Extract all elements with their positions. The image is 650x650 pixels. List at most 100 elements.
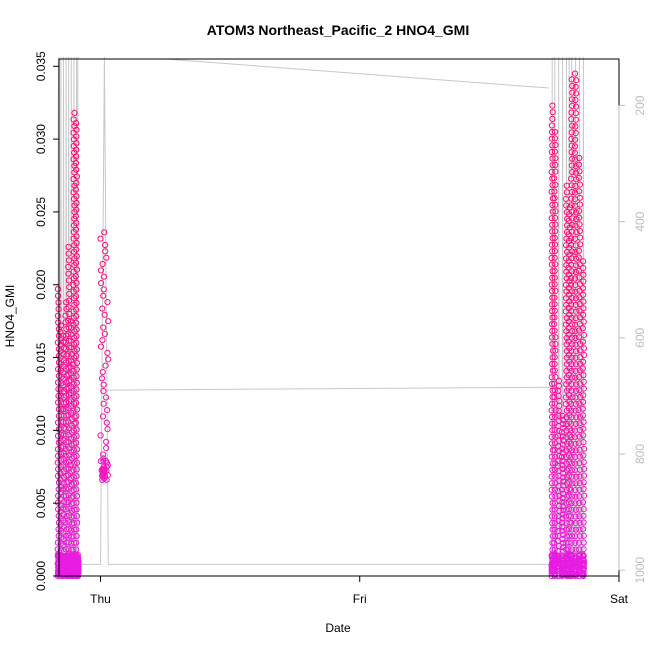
- data-point: [563, 447, 570, 454]
- data-point: [70, 275, 78, 282]
- data-point: [60, 511, 67, 518]
- data-point: [103, 445, 110, 452]
- data-point: [70, 546, 77, 553]
- data-point: [576, 551, 583, 558]
- data-point: [580, 445, 588, 452]
- data-point: [549, 307, 556, 315]
- data-point: [569, 122, 576, 129]
- data-point: [54, 432, 62, 439]
- data-point: [566, 278, 573, 285]
- data-point: [572, 381, 580, 388]
- data-point: [572, 189, 579, 196]
- data-point: [580, 526, 587, 533]
- data-point: [560, 507, 567, 514]
- data-point: [559, 466, 566, 473]
- data-point: [73, 353, 80, 360]
- data-point: [569, 248, 576, 255]
- data-point: [565, 499, 573, 506]
- data-point: [548, 168, 555, 175]
- data-point: [569, 321, 576, 328]
- data-point: [73, 286, 80, 293]
- data-point: [552, 161, 559, 169]
- data-point: [569, 208, 576, 215]
- data-point: [549, 413, 556, 421]
- data-point: [568, 407, 575, 414]
- data-point: [73, 346, 81, 353]
- data-point: [576, 519, 583, 527]
- data-point: [548, 473, 555, 480]
- data-point: [73, 359, 81, 366]
- data-point: [568, 76, 575, 83]
- data-point: [73, 233, 80, 240]
- data-point: [580, 298, 587, 305]
- data-point: [573, 77, 580, 84]
- data-point: [565, 325, 572, 332]
- data-point: [551, 254, 558, 261]
- data-point: [572, 394, 579, 401]
- data-point: [572, 130, 579, 137]
- data-point: [549, 235, 556, 242]
- data-point: [71, 460, 78, 467]
- data-point: [73, 120, 80, 127]
- data-point: [559, 412, 566, 419]
- data-point: [97, 235, 104, 242]
- data-point: [73, 199, 80, 207]
- data-point: [572, 268, 579, 275]
- data-point: [74, 564, 81, 571]
- data-point: [549, 360, 556, 368]
- y-tick-label: 0.020: [34, 269, 48, 299]
- data-point: [73, 386, 80, 393]
- data-point: [102, 248, 109, 255]
- data-point: [100, 387, 107, 395]
- data-point: [104, 426, 111, 433]
- data-point: [549, 506, 556, 513]
- data-point: [560, 470, 567, 477]
- data-point: [580, 479, 587, 486]
- data-point: [72, 479, 80, 486]
- data-point: [73, 193, 80, 200]
- data-point: [568, 440, 575, 447]
- data-point: [73, 466, 80, 473]
- data-point: [548, 486, 555, 493]
- data-point: [571, 275, 579, 282]
- data-point: [549, 221, 556, 228]
- data-point: [576, 433, 583, 440]
- data-point: [580, 311, 587, 319]
- data-point: [559, 527, 566, 534]
- data-point: [73, 486, 80, 493]
- data-point: [572, 163, 579, 170]
- data-point: [572, 513, 579, 520]
- data-point: [559, 490, 566, 497]
- data-point: [73, 326, 80, 333]
- data-point: [576, 486, 583, 493]
- data-point: [63, 466, 70, 473]
- data-point: [576, 367, 583, 374]
- data-point: [63, 392, 70, 399]
- data-point: [572, 401, 579, 408]
- data-point: [568, 334, 576, 341]
- data-point: [551, 128, 559, 135]
- data-point: [580, 265, 587, 272]
- data-point: [576, 221, 583, 228]
- data-point: [551, 321, 558, 328]
- data-point: [575, 334, 583, 341]
- data-point: [549, 460, 556, 467]
- data-point: [549, 129, 556, 136]
- data-point: [576, 208, 583, 215]
- data-point: [572, 249, 579, 256]
- data-point: [580, 556, 587, 563]
- data-point: [568, 162, 576, 169]
- data-point: [548, 122, 556, 129]
- data-point: [568, 500, 575, 507]
- data-point: [576, 533, 584, 540]
- data-point: [65, 317, 72, 324]
- data-point: [575, 161, 583, 168]
- data-point: [74, 406, 81, 413]
- data-point: [73, 373, 80, 380]
- data-point: [74, 566, 81, 573]
- data-point: [103, 254, 110, 261]
- data-point: [572, 374, 579, 381]
- data-point: [568, 96, 576, 103]
- data-point: [559, 420, 567, 428]
- data-point: [551, 294, 558, 301]
